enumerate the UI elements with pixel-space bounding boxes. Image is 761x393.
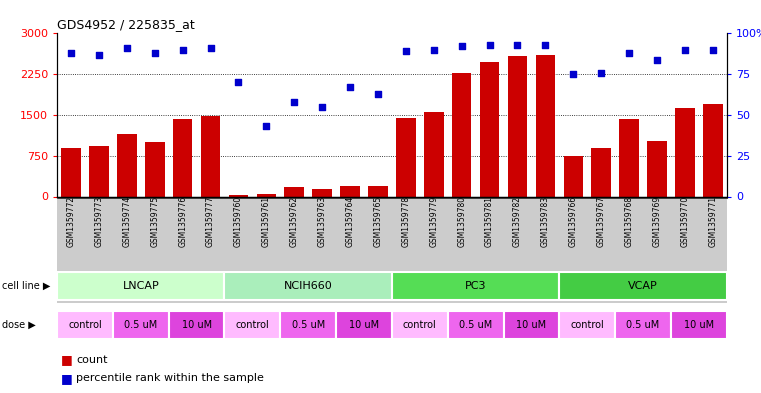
Bar <box>559 272 727 300</box>
Point <box>177 46 189 53</box>
Bar <box>647 141 667 196</box>
Bar <box>228 195 248 196</box>
Bar <box>479 62 499 196</box>
Bar <box>671 311 727 339</box>
Text: ■: ■ <box>61 353 72 366</box>
Text: VCAP: VCAP <box>628 281 658 291</box>
Point <box>707 46 719 53</box>
Text: control: control <box>235 320 269 330</box>
Text: 0.5 uM: 0.5 uM <box>626 320 660 330</box>
Point <box>93 51 105 58</box>
Bar <box>447 311 504 339</box>
Bar <box>703 104 722 196</box>
Point <box>483 42 495 48</box>
Bar <box>145 142 164 196</box>
Point <box>121 45 133 51</box>
Bar <box>340 185 360 196</box>
Bar <box>336 311 392 339</box>
Bar <box>392 272 559 300</box>
Bar <box>201 116 220 196</box>
Text: control: control <box>68 320 102 330</box>
Point <box>679 46 691 53</box>
Point <box>428 46 440 53</box>
Point <box>540 42 552 48</box>
Bar <box>508 56 527 196</box>
Bar <box>675 108 695 196</box>
Point <box>288 99 301 105</box>
Text: dose ▶: dose ▶ <box>2 320 35 330</box>
Text: LNCAP: LNCAP <box>123 281 159 291</box>
Text: NCIH660: NCIH660 <box>284 281 333 291</box>
Point <box>344 84 356 90</box>
Text: 10 uM: 10 uM <box>517 320 546 330</box>
Bar <box>559 311 615 339</box>
Text: 0.5 uM: 0.5 uM <box>459 320 492 330</box>
Text: ■: ■ <box>61 371 72 385</box>
Bar <box>173 119 193 196</box>
Point <box>456 43 468 50</box>
Text: 10 uM: 10 uM <box>684 320 714 330</box>
Bar <box>424 112 444 196</box>
Bar <box>452 73 471 196</box>
Text: GDS4952 / 225835_at: GDS4952 / 225835_at <box>57 18 195 31</box>
Bar <box>280 311 336 339</box>
Point <box>567 71 579 77</box>
Text: count: count <box>76 354 107 365</box>
Bar <box>392 311 447 339</box>
Text: control: control <box>570 320 604 330</box>
Point <box>651 56 663 62</box>
Point <box>232 79 244 85</box>
Point <box>260 123 272 130</box>
Text: control: control <box>403 320 437 330</box>
Bar <box>504 311 559 339</box>
Point <box>511 42 524 48</box>
Bar <box>61 147 81 196</box>
Text: 0.5 uM: 0.5 uM <box>291 320 325 330</box>
Text: 10 uM: 10 uM <box>349 320 379 330</box>
Bar <box>619 119 638 196</box>
Text: cell line ▶: cell line ▶ <box>2 281 50 291</box>
Text: percentile rank within the sample: percentile rank within the sample <box>76 373 264 383</box>
Point <box>372 91 384 97</box>
Text: 0.5 uM: 0.5 uM <box>124 320 158 330</box>
Bar <box>615 311 671 339</box>
Bar <box>591 147 611 196</box>
Point <box>623 50 635 56</box>
Point <box>316 104 328 110</box>
Bar <box>224 272 392 300</box>
Bar <box>224 311 280 339</box>
Bar <box>113 311 169 339</box>
Bar <box>169 311 224 339</box>
Bar <box>89 147 109 196</box>
Bar <box>57 311 113 339</box>
Point <box>148 50 161 56</box>
Bar <box>57 272 224 300</box>
Text: 10 uM: 10 uM <box>182 320 212 330</box>
Bar <box>563 156 583 196</box>
Bar <box>285 187 304 196</box>
Bar <box>117 134 136 196</box>
Bar <box>536 55 555 196</box>
Bar <box>368 186 387 196</box>
Point <box>595 70 607 76</box>
Bar <box>396 118 416 196</box>
Text: PC3: PC3 <box>465 281 486 291</box>
Bar <box>256 194 276 196</box>
Point <box>65 50 77 56</box>
Bar <box>312 189 332 196</box>
Point <box>400 48 412 55</box>
Point <box>205 45 217 51</box>
